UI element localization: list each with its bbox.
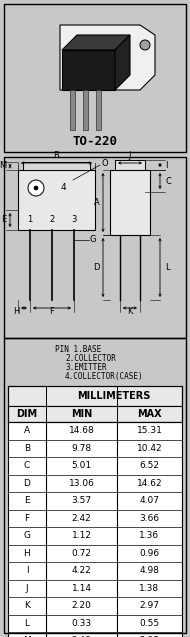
- Bar: [8, 422, 182, 440]
- Bar: [8, 492, 182, 510]
- Text: J: J: [129, 151, 131, 160]
- Text: L: L: [25, 619, 29, 627]
- Bar: [4, 338, 186, 633]
- Text: 4.07: 4.07: [139, 496, 159, 505]
- Text: 13.06: 13.06: [69, 479, 94, 488]
- Text: F: F: [25, 514, 30, 523]
- Text: 4.COLLECTOR(CASE): 4.COLLECTOR(CASE): [65, 372, 144, 381]
- Bar: [8, 406, 182, 422]
- Text: K: K: [127, 307, 133, 316]
- Text: 4: 4: [60, 183, 66, 192]
- Bar: [8, 562, 182, 580]
- Bar: [8, 580, 182, 597]
- Text: F: F: [50, 307, 55, 316]
- Bar: [8, 475, 182, 492]
- Text: H: H: [13, 307, 19, 316]
- Text: E: E: [24, 496, 30, 505]
- Text: 6.52: 6.52: [139, 461, 159, 470]
- Text: C: C: [24, 461, 30, 470]
- Text: 9.78: 9.78: [71, 444, 92, 453]
- Text: L: L: [165, 263, 170, 272]
- Text: 3.EMITTER: 3.EMITTER: [65, 363, 107, 372]
- Text: D: D: [24, 479, 30, 488]
- Polygon shape: [62, 35, 130, 50]
- Text: K: K: [24, 601, 30, 610]
- Text: H: H: [24, 548, 30, 558]
- Bar: [8, 545, 182, 562]
- Text: G: G: [90, 236, 97, 245]
- Text: 0.72: 0.72: [71, 548, 92, 558]
- Text: A: A: [24, 426, 30, 435]
- Bar: [110, 170, 150, 235]
- Circle shape: [140, 40, 150, 50]
- Text: MAX: MAX: [137, 409, 162, 419]
- Text: C: C: [165, 176, 171, 185]
- Text: 2.98: 2.98: [139, 636, 159, 637]
- Circle shape: [28, 180, 44, 196]
- Text: MIN: MIN: [71, 409, 92, 419]
- Bar: [8, 457, 182, 475]
- Text: MILLIMETERS: MILLIMETERS: [77, 391, 151, 401]
- Text: M: M: [23, 636, 31, 637]
- Text: 2.48: 2.48: [72, 636, 91, 637]
- Bar: [8, 510, 182, 527]
- Bar: [70, 90, 74, 130]
- Text: 1.12: 1.12: [71, 531, 92, 540]
- Text: B: B: [54, 151, 59, 160]
- Text: 2.COLLECTOR: 2.COLLECTOR: [65, 354, 116, 363]
- Text: 3.57: 3.57: [71, 496, 92, 505]
- Text: M: M: [0, 162, 6, 171]
- Bar: [8, 440, 182, 457]
- Text: B: B: [24, 444, 30, 453]
- Text: 1.38: 1.38: [139, 583, 160, 593]
- Text: 1.36: 1.36: [139, 531, 160, 540]
- Bar: [8, 615, 182, 632]
- Polygon shape: [115, 35, 130, 90]
- Bar: [82, 90, 88, 130]
- Bar: [23, 162, 90, 170]
- Bar: [8, 597, 182, 615]
- Text: 4.98: 4.98: [139, 566, 159, 575]
- Text: 5.01: 5.01: [71, 461, 92, 470]
- Text: 3: 3: [71, 215, 77, 224]
- Bar: [8, 527, 182, 545]
- Text: 0.55: 0.55: [139, 619, 160, 627]
- Text: O: O: [101, 159, 108, 169]
- Text: 3.66: 3.66: [139, 514, 160, 523]
- Text: 1.14: 1.14: [71, 583, 92, 593]
- Text: 15.31: 15.31: [137, 426, 162, 435]
- Bar: [18, 170, 95, 230]
- Polygon shape: [62, 50, 115, 90]
- Text: A: A: [94, 198, 100, 207]
- Text: DIM: DIM: [17, 409, 38, 419]
- Text: D: D: [93, 263, 100, 272]
- Text: 2.42: 2.42: [72, 514, 91, 523]
- Text: 4.22: 4.22: [72, 566, 91, 575]
- Text: J: J: [26, 583, 28, 593]
- Text: 14.68: 14.68: [69, 426, 94, 435]
- Bar: [8, 632, 182, 637]
- Polygon shape: [60, 25, 155, 90]
- Text: PIN 1.BASE: PIN 1.BASE: [55, 345, 101, 354]
- Text: 14.62: 14.62: [137, 479, 162, 488]
- Bar: [4, 157, 186, 338]
- Text: 2.97: 2.97: [139, 601, 159, 610]
- Bar: [115, 160, 145, 170]
- Bar: [4, 4, 186, 152]
- Text: E: E: [1, 215, 6, 224]
- Text: I: I: [26, 566, 28, 575]
- Text: 1: 1: [27, 215, 33, 224]
- Text: 0.33: 0.33: [71, 619, 92, 627]
- Text: 0.96: 0.96: [139, 548, 160, 558]
- Text: 2: 2: [49, 215, 55, 224]
- Bar: [96, 90, 101, 130]
- Text: G: G: [24, 531, 31, 540]
- Text: I: I: [165, 161, 168, 169]
- Text: TO-220: TO-220: [73, 135, 117, 148]
- Bar: [8, 386, 182, 406]
- Text: 2.20: 2.20: [72, 601, 91, 610]
- Text: 10.42: 10.42: [137, 444, 162, 453]
- Circle shape: [34, 186, 38, 190]
